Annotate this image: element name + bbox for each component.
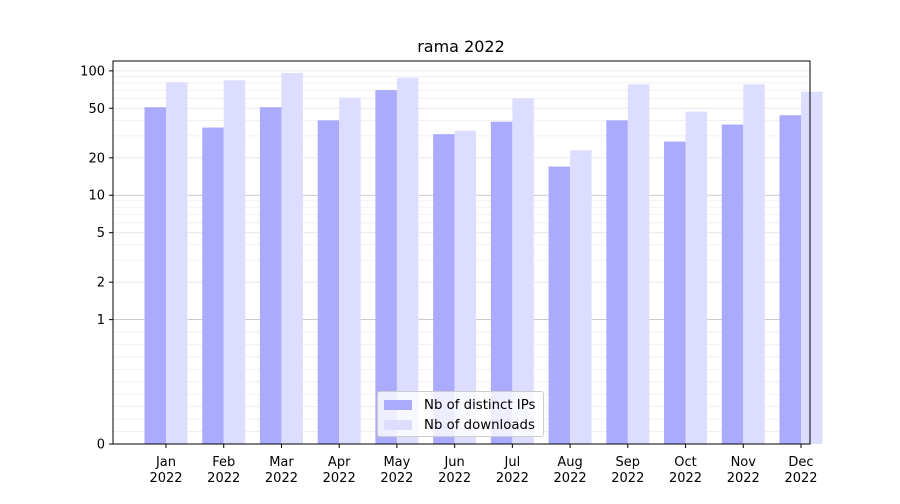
x-tick-label-year: 2022 [149, 471, 182, 486]
x-tick-label-month: Apr [328, 455, 351, 470]
bar-downloads [685, 111, 708, 444]
bar-downloads [454, 130, 477, 444]
x-tick-label-year: 2022 [554, 471, 587, 486]
x-tick-label-year: 2022 [727, 471, 760, 486]
x-tick-label-month: Jul [504, 455, 521, 470]
chart-title: rama 2022 [417, 37, 505, 56]
bar-distinct-ips [548, 166, 571, 444]
x-tick-label-month: Feb [212, 455, 235, 470]
x-tick-label-month: Jan [155, 455, 176, 470]
x-tick-label-month: Oct [674, 455, 696, 470]
x-tick-label-month: Jun [443, 455, 464, 470]
bar-downloads [339, 97, 361, 445]
bar-downloads [223, 80, 246, 445]
y-tick-label: 5 [97, 226, 105, 241]
y-tick-label: 0 [97, 438, 105, 453]
bar-distinct-ips [259, 107, 282, 445]
bar-distinct-ips [490, 121, 513, 445]
bar-downloads [743, 84, 765, 444]
bar-downloads [512, 98, 534, 444]
bar-downloads [570, 150, 592, 445]
x-tick-label-month: Sep [616, 455, 641, 470]
x-tick-label-year: 2022 [669, 471, 702, 486]
x-tick-label-month: Mar [269, 455, 294, 470]
x-tick-label-year: 2022 [323, 471, 356, 486]
y-tick-label: 100 [80, 64, 105, 79]
y-tick-label: 2 [97, 276, 105, 291]
x-tick-label-year: 2022 [611, 471, 644, 486]
bar-distinct-ips [606, 120, 628, 444]
bar-distinct-ips [202, 127, 224, 445]
bar-distinct-ips [721, 124, 744, 445]
x-tick-label-year: 2022 [438, 471, 471, 486]
legend-label-distinct-ips: Nb of distinct IPs [424, 397, 536, 413]
x-tick-label-month: Dec [788, 455, 813, 470]
bar-downloads [627, 84, 650, 444]
x-axis: Jan2022Feb2022Mar2022Apr2022May2022Jun20… [149, 444, 818, 486]
bar-distinct-ips [433, 134, 455, 444]
x-tick-label-year: 2022 [784, 471, 817, 486]
x-tick-label-year: 2022 [207, 471, 240, 486]
bar-distinct-ips [664, 141, 686, 444]
legend-swatch-distinct-ips [384, 400, 412, 410]
bar-distinct-ips [375, 90, 397, 444]
y-tick-label: 1 [97, 313, 105, 328]
legend-swatch-downloads [384, 420, 412, 430]
x-tick-label-month: Aug [557, 455, 582, 470]
bar-downloads [281, 73, 303, 445]
bar-downloads [396, 77, 419, 445]
x-tick-label-year: 2022 [496, 471, 529, 486]
y-tick-label: 10 [88, 189, 105, 204]
bar-distinct-ips [144, 107, 166, 445]
bar-downloads [166, 82, 188, 444]
y-axis: 0 1 2 5 10 20 50 100 [80, 64, 113, 453]
y-tick-label: 50 [88, 102, 105, 117]
legend-label-downloads: Nb of downloads [424, 417, 535, 433]
bar-distinct-ips [317, 120, 340, 444]
x-tick-label-year: 2022 [265, 471, 298, 486]
bar-layer [144, 73, 823, 445]
x-tick-label-month: Nov [731, 455, 757, 470]
plot-frame [112, 60, 811, 445]
bar-distinct-ips [779, 115, 801, 444]
x-tick-label-month: May [383, 455, 410, 470]
legend-item-distinct-ips: Nb of distinct IPs [384, 395, 535, 415]
legend: Nb of distinct IPs Nb of downloads [377, 391, 544, 437]
bar-downloads [801, 91, 823, 445]
legend-item-downloads: Nb of downloads [384, 415, 535, 435]
x-tick-label-year: 2022 [380, 471, 413, 486]
y-tick-label: 20 [88, 151, 105, 166]
